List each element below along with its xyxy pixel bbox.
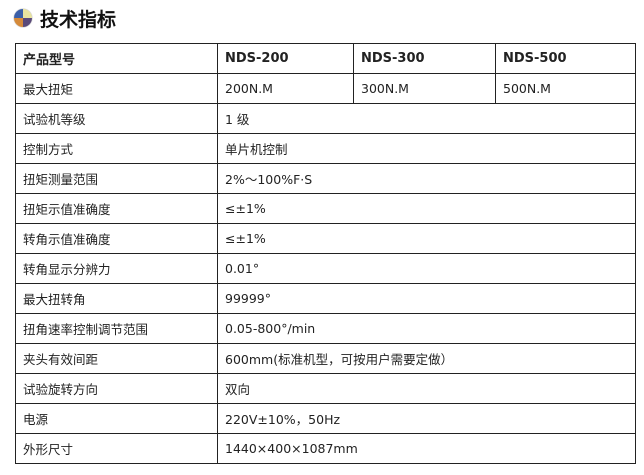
table-row: 最大扭转角 99999° (15, 283, 636, 314)
table-row: 扭矩测量范围 2%～100%F·S (15, 163, 636, 194)
table-header-row: 产品型号 NDS-200 NDS-300 NDS-500 (15, 43, 636, 74)
row-value: 0.05-800°/min (217, 313, 636, 344)
header-label: 产品型号 (15, 43, 218, 74)
row-value: 500N.M (495, 73, 636, 104)
row-label: 夹头有效间距 (15, 343, 218, 374)
row-label: 试验机等级 (15, 103, 218, 134)
row-label: 外形尺寸 (15, 433, 218, 464)
row-value: 2%～100%F·S (217, 163, 636, 194)
row-value: 0.01° (217, 253, 636, 284)
spec-table: 产品型号 NDS-200 NDS-300 NDS-500 最大扭矩 200N.M… (15, 43, 636, 464)
row-value: 双向 (217, 373, 636, 404)
table-row: 外形尺寸 1440×400×1087mm (15, 433, 636, 464)
row-label: 扭角速率控制调节范围 (15, 313, 218, 344)
pie-quadrant-icon (14, 9, 32, 27)
table-row: 扭角速率控制调节范围 0.05-800°/min (15, 313, 636, 344)
table-row: 转角示值准确度 ≤±1% (15, 223, 636, 254)
row-label: 电源 (15, 403, 218, 434)
table-row: 试验旋转方向 双向 (15, 373, 636, 404)
table-row: 夹头有效间距 600mm(标准机型，可按用户需要定做） (15, 343, 636, 374)
row-value: 99999° (217, 283, 636, 314)
model-nds-300: NDS-300 (353, 43, 496, 74)
row-label: 最大扭转角 (15, 283, 218, 314)
table-row: 最大扭矩 200N.M 300N.M 500N.M (15, 73, 636, 104)
row-label: 控制方式 (15, 133, 218, 164)
row-label: 试验旋转方向 (15, 373, 218, 404)
row-label: 转角示值准确度 (15, 223, 218, 254)
row-value: 1 级 (217, 103, 636, 134)
row-value: 220V±10%，50Hz (217, 403, 636, 434)
row-value: 200N.M (217, 73, 354, 104)
row-label: 转角显示分辨力 (15, 253, 218, 284)
title-text: 技术指标 (40, 8, 117, 31)
row-label: 扭矩示值准确度 (15, 193, 218, 224)
section-title: 技术指标 (14, 4, 116, 32)
table-row: 控制方式 单片机控制 (15, 133, 636, 164)
row-value: ≤±1% (217, 223, 636, 254)
row-value: ≤±1% (217, 193, 636, 224)
row-value: 300N.M (353, 73, 496, 104)
row-label: 最大扭矩 (15, 73, 218, 104)
row-label: 扭矩测量范围 (15, 163, 218, 194)
model-nds-500: NDS-500 (495, 43, 636, 74)
model-nds-200: NDS-200 (217, 43, 354, 74)
table-row: 试验机等级 1 级 (15, 103, 636, 134)
table-row: 扭矩示值准确度 ≤±1% (15, 193, 636, 224)
table-row: 转角显示分辨力 0.01° (15, 253, 636, 284)
row-value: 1440×400×1087mm (217, 433, 636, 464)
row-value: 600mm(标准机型，可按用户需要定做） (217, 343, 636, 374)
row-value: 单片机控制 (217, 133, 636, 164)
table-row: 电源 220V±10%，50Hz (15, 403, 636, 434)
